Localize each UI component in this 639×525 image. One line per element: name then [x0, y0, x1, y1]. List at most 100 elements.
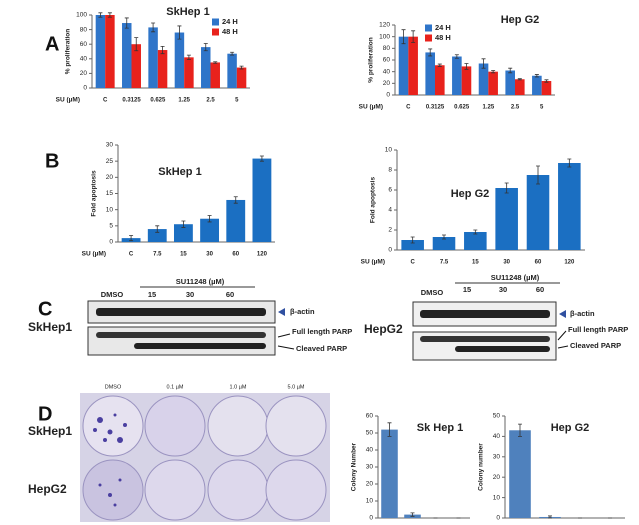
- error-bar: [548, 515, 552, 519]
- x-tick-label: 1.25: [482, 105, 494, 111]
- chart-title: SkHep 1: [166, 6, 209, 18]
- legend-label: 24 H: [435, 23, 451, 32]
- error-bar: [129, 235, 134, 242]
- legend-swatch: [425, 24, 432, 32]
- error-bar: [107, 12, 112, 18]
- bar: [236, 67, 247, 88]
- colonies: [93, 413, 127, 507]
- arrow: [559, 310, 566, 318]
- bar: [210, 62, 220, 88]
- bar: [515, 79, 525, 95]
- error-bar: [491, 70, 496, 74]
- arrow: [277, 333, 291, 338]
- band-label: β-actin: [570, 309, 595, 318]
- error-bar: [203, 43, 208, 52]
- legend-swatch: [425, 34, 432, 42]
- band-label: Full length PARP: [568, 325, 628, 334]
- y-tick-label: 2: [388, 227, 392, 234]
- plate-column: 5.0 µM: [288, 384, 305, 390]
- bar: [174, 32, 185, 88]
- bar: [495, 188, 518, 250]
- error-bar: [411, 30, 416, 43]
- y-tick-label: 30: [366, 464, 374, 471]
- y-tick-label: 50: [493, 413, 501, 420]
- chart-title: Hep G2: [501, 14, 540, 26]
- blot-treatment: SU11248 (µM): [491, 273, 540, 282]
- y-tick-label: 8: [388, 167, 392, 174]
- x-tick-label: 0.625: [454, 105, 470, 111]
- bar: [408, 36, 418, 95]
- bar: [226, 199, 246, 242]
- error-bar: [454, 54, 459, 59]
- error-bar: [230, 51, 235, 56]
- bar: [461, 66, 472, 95]
- error-bar: [428, 48, 433, 57]
- bar: [464, 232, 487, 250]
- error-bar: [473, 229, 478, 235]
- arrow: [278, 308, 285, 316]
- legend-label: 48 H: [435, 33, 451, 42]
- error-bar: [410, 236, 415, 244]
- error-bar: [534, 74, 539, 78]
- x-tick-label: C: [129, 252, 134, 258]
- error-bar: [186, 54, 191, 60]
- error-bar: [518, 423, 522, 437]
- error-bar: [481, 58, 486, 69]
- error-bar: [401, 29, 406, 45]
- x-axis-label: SU (µM): [361, 259, 385, 266]
- blot-dose: 30: [186, 290, 194, 299]
- blot-dose: 15: [148, 290, 156, 299]
- band: [96, 332, 266, 338]
- bar: [425, 52, 435, 95]
- y-axis-label: % proliferation: [65, 29, 72, 75]
- arrow: [277, 345, 295, 350]
- bar: [131, 44, 141, 88]
- panel-letter: D: [38, 403, 52, 425]
- error-bar: [464, 63, 469, 70]
- y-tick-label: 6: [388, 187, 392, 194]
- y-tick-label: 60: [383, 57, 391, 64]
- y-tick-label: 0: [386, 92, 390, 99]
- panel-letter: A: [45, 33, 59, 55]
- bar: [435, 65, 445, 95]
- y-tick-label: 15: [106, 190, 114, 197]
- x-tick-label: 15: [472, 260, 479, 266]
- arrow: [557, 330, 567, 341]
- y-tick-label: 20: [493, 474, 501, 481]
- well: [144, 395, 206, 457]
- x-axis-label: SU (µM): [56, 97, 80, 104]
- bar: [201, 47, 211, 88]
- y-tick-label: 0: [83, 85, 87, 92]
- y-tick-label: 10: [493, 494, 501, 501]
- error-bar: [259, 155, 264, 162]
- cell-label: SkHep1: [28, 320, 72, 334]
- arrow: [557, 345, 569, 349]
- legend-label: 48 H: [222, 27, 238, 36]
- error-bar: [233, 196, 238, 204]
- y-tick-label: 40: [493, 433, 501, 440]
- blot-image: [87, 326, 276, 356]
- error-bar: [213, 61, 218, 64]
- blot-dose: 15: [463, 285, 471, 294]
- bar: [148, 27, 158, 88]
- error-bar: [207, 215, 212, 223]
- y-tick-label: 80: [80, 26, 88, 33]
- bar: [227, 53, 237, 88]
- band-label: Cleaved PARP: [296, 344, 347, 353]
- error-bar: [410, 512, 415, 517]
- bar: [95, 15, 106, 88]
- y-axis-label: Colony number: [478, 443, 485, 491]
- error-bar: [177, 25, 182, 40]
- y-axis-label: Fold apoptosis: [370, 177, 377, 224]
- legend-swatch: [212, 28, 219, 36]
- well: [207, 459, 269, 521]
- y-tick-label: 20: [383, 80, 391, 87]
- x-tick-label: 2.5: [206, 98, 215, 104]
- error-bar: [437, 63, 442, 67]
- y-tick-label: 40: [366, 447, 374, 454]
- cell-label: HepG2: [364, 322, 403, 336]
- y-tick-label: 60: [80, 41, 88, 48]
- y-tick-label: 4: [388, 207, 392, 214]
- bar: [432, 237, 456, 250]
- error-bar: [181, 220, 186, 228]
